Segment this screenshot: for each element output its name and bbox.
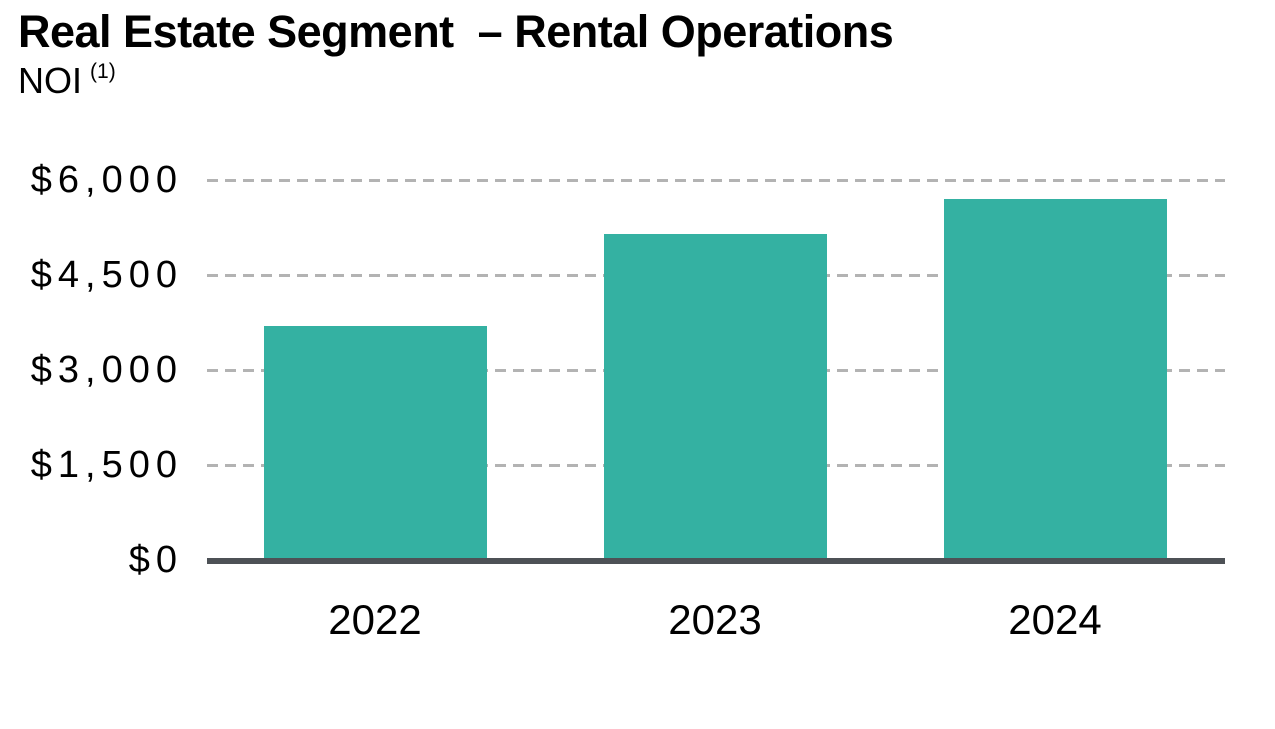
y-tick-label-4500: $4,500	[30, 254, 183, 296]
x-tick-label-2022: 2022	[328, 596, 422, 643]
chart-title: Real Estate Segment – Rental Operations	[18, 6, 894, 57]
bar-2022	[263, 325, 487, 560]
y-tick-label-3000: $3,000	[30, 349, 183, 391]
y-tick-label-1500: $1,500	[30, 444, 183, 486]
chart-subtitle: NOI (1)	[18, 60, 116, 102]
x-tick-label-2023: 2023	[668, 596, 762, 643]
gridline-6000	[207, 178, 1225, 182]
x-tick-label-2024: 2024	[1008, 596, 1102, 643]
y-tick-label-6000: $6,000	[30, 159, 183, 201]
chart-subtitle-text: NOI	[18, 60, 83, 101]
footnote-marker: (1)	[90, 60, 116, 83]
bar-2023	[603, 233, 827, 560]
x-axis-line	[207, 558, 1225, 564]
bar-2024	[943, 199, 1167, 560]
y-tick-label-0: $0	[128, 539, 183, 581]
